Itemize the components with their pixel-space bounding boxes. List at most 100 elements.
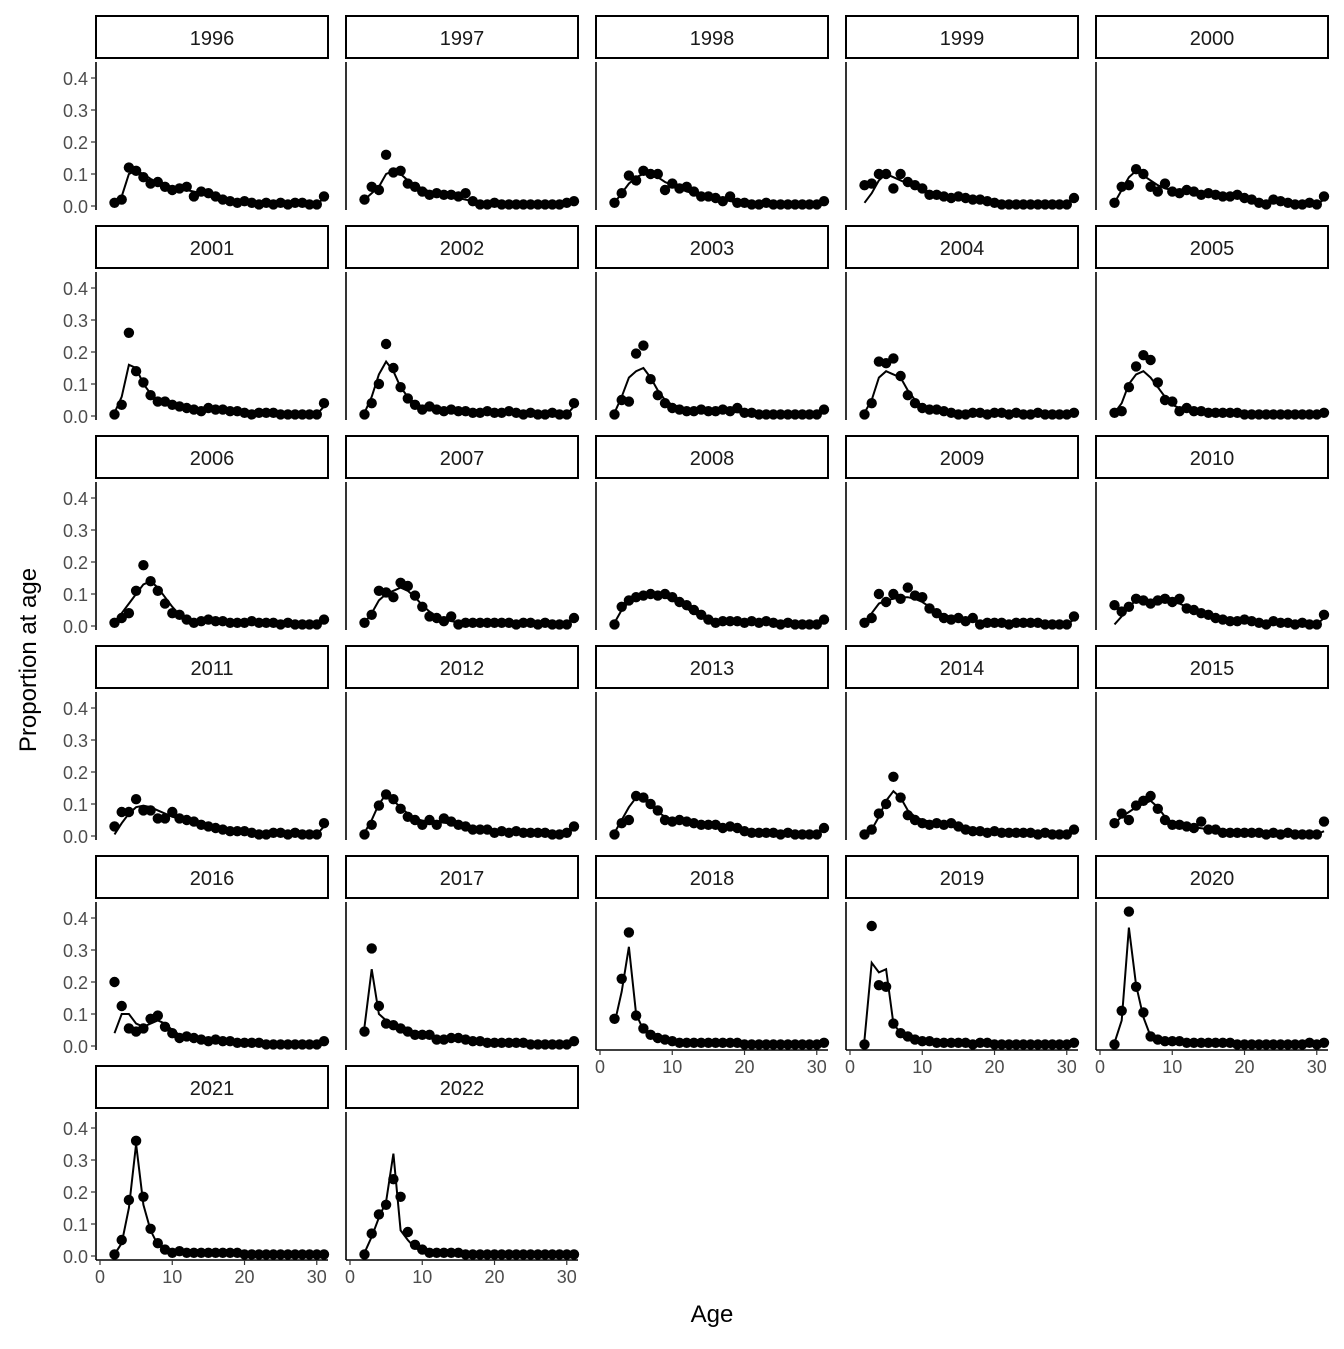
observed-point bbox=[210, 616, 221, 627]
facet-panel: 2002 bbox=[345, 225, 580, 420]
observed-point bbox=[289, 409, 301, 420]
observed-point bbox=[609, 1013, 620, 1024]
observed-point bbox=[359, 829, 370, 840]
observed-point bbox=[318, 1249, 330, 1260]
observed-point bbox=[1224, 616, 1236, 627]
observed-point bbox=[1018, 409, 1029, 420]
observed-point bbox=[1039, 409, 1051, 420]
x-tick-label: 10 bbox=[412, 1267, 432, 1287]
x-tick-label: 20 bbox=[485, 1267, 505, 1287]
facet-strip bbox=[95, 435, 329, 479]
x-tick-label: 10 bbox=[912, 1057, 932, 1077]
observed-point bbox=[482, 1037, 493, 1049]
observed-point bbox=[489, 617, 500, 628]
y-tick-label: 0.1 bbox=[63, 1005, 88, 1025]
facet-strip bbox=[845, 15, 1079, 59]
observed-point bbox=[1138, 168, 1149, 180]
observed-point bbox=[467, 617, 478, 628]
observed-point bbox=[967, 407, 978, 418]
observed-point bbox=[1239, 827, 1250, 838]
y-tick-label: 0.3 bbox=[63, 731, 88, 751]
observed-point bbox=[609, 619, 620, 630]
observed-point bbox=[768, 1039, 779, 1050]
observed-point bbox=[1152, 377, 1164, 388]
observed-point bbox=[1311, 619, 1323, 630]
observed-point bbox=[568, 1036, 580, 1047]
facet-strip bbox=[95, 645, 329, 689]
observed-point bbox=[1152, 803, 1164, 814]
observed-point bbox=[645, 168, 656, 180]
facet-strip bbox=[345, 1065, 579, 1109]
observed-point bbox=[224, 406, 236, 417]
observed-point bbox=[554, 1039, 565, 1050]
observed-point bbox=[496, 1249, 507, 1260]
observed-point bbox=[217, 1036, 228, 1047]
observed-point bbox=[1116, 406, 1127, 417]
facet-panel: 2011 0.0 0.1 0.2 0.3 0.4 bbox=[63, 645, 330, 847]
observed-point bbox=[268, 827, 279, 838]
observed-point bbox=[902, 390, 913, 401]
facet-panel: 2015 bbox=[1095, 645, 1330, 840]
observed-point bbox=[289, 619, 301, 630]
observed-point bbox=[1232, 827, 1243, 838]
observed-point bbox=[888, 183, 899, 194]
observed-point bbox=[159, 813, 171, 824]
observed-point bbox=[116, 1000, 127, 1012]
observed-point bbox=[1318, 1037, 1330, 1049]
observed-point bbox=[318, 614, 330, 625]
observed-point bbox=[1047, 619, 1058, 630]
observed-point bbox=[518, 199, 529, 210]
observed-point bbox=[880, 981, 892, 992]
observed-point bbox=[1268, 409, 1279, 420]
observed-point bbox=[1232, 1039, 1243, 1050]
observed-point bbox=[1130, 981, 1142, 992]
observed-point bbox=[989, 617, 1000, 628]
observed-point bbox=[623, 927, 635, 938]
observed-point bbox=[917, 592, 928, 603]
observed-point bbox=[917, 183, 928, 194]
observed-point bbox=[1196, 1037, 1207, 1049]
observed-point bbox=[818, 196, 830, 207]
observed-point bbox=[554, 619, 565, 630]
observed-point bbox=[797, 409, 808, 420]
facet-strip-label: 2000 bbox=[1190, 28, 1235, 50]
observed-point bbox=[304, 619, 315, 630]
observed-point bbox=[717, 1037, 728, 1049]
facet-panel: 2001 0.0 0.1 0.2 0.3 0.4 bbox=[63, 225, 330, 427]
observed-point bbox=[232, 617, 243, 628]
expected-line bbox=[363, 969, 575, 1046]
facet-strip-label: 2015 bbox=[1190, 658, 1235, 680]
facet-strip-label: 2005 bbox=[1190, 238, 1235, 260]
y-tick-label: 0.4 bbox=[63, 69, 88, 89]
observed-point bbox=[539, 1039, 551, 1050]
observed-point bbox=[1109, 1039, 1120, 1050]
observed-point bbox=[630, 175, 642, 186]
observed-point bbox=[460, 617, 471, 628]
observed-point bbox=[609, 409, 620, 420]
observed-point bbox=[532, 409, 544, 420]
observed-point bbox=[1289, 409, 1301, 420]
observed-point bbox=[1061, 199, 1073, 210]
facet-panel: 2020 0 10 20 30 bbox=[1095, 855, 1330, 1077]
y-tick-label: 0.0 bbox=[63, 197, 88, 217]
observed-point bbox=[518, 1249, 529, 1260]
facet-panel: 1997 bbox=[345, 15, 580, 210]
observed-point bbox=[782, 199, 794, 210]
observed-point bbox=[311, 1249, 322, 1260]
observed-point bbox=[703, 819, 714, 830]
observed-point bbox=[818, 614, 830, 625]
observed-point bbox=[373, 1000, 385, 1012]
observed-point bbox=[1116, 1005, 1127, 1016]
y-tick-label: 0.0 bbox=[63, 617, 88, 637]
y-tick-label: 0.0 bbox=[63, 407, 88, 427]
observed-point bbox=[261, 1249, 272, 1260]
y-tick-label: 0.1 bbox=[63, 165, 88, 185]
facet-strip bbox=[1095, 225, 1329, 269]
observed-point bbox=[388, 592, 399, 603]
observed-point bbox=[282, 1039, 294, 1050]
observed-point bbox=[1159, 1036, 1171, 1047]
observed-point bbox=[1032, 1039, 1044, 1050]
x-tick-label: 30 bbox=[807, 1057, 827, 1077]
